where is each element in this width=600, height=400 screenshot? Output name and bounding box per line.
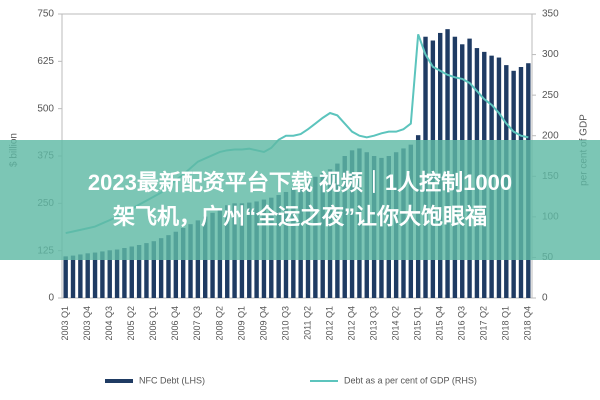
- bar: [136, 244, 142, 298]
- x-tick-label: 2006 Q1: [148, 306, 158, 341]
- x-tick-label: 2016 Q3: [457, 306, 467, 341]
- y-tick-label: 750: [37, 9, 54, 20]
- x-tick-label: 2009 Q4: [258, 306, 268, 341]
- x-tick-label: 2017 Q2: [479, 306, 489, 341]
- bar: [63, 256, 68, 298]
- x-tick-label: 2009 Q1: [236, 306, 246, 341]
- x-tick-label: 2015 Q1: [413, 306, 423, 341]
- bar: [107, 250, 112, 298]
- x-tick-label: 2010 Q3: [280, 306, 290, 341]
- bar: [144, 243, 149, 298]
- legend-label: Debt as a per cent of GDP (RHS): [344, 375, 477, 385]
- x-tick-label: 2014 Q2: [391, 306, 401, 341]
- y2-tick-label: 0: [542, 293, 548, 304]
- x-tick-label: 2018 Q4: [523, 306, 533, 341]
- x-tick-label: 2012 Q1: [324, 306, 334, 341]
- x-tick-label: 2018 Q1: [501, 306, 511, 341]
- overlay-line: 2023最新配资平台下载 视频｜1人控制1000: [87, 170, 513, 195]
- bar: [188, 224, 193, 298]
- x-tick-label: 2011 Q2: [302, 306, 312, 340]
- x-tick-label: 2005 Q2: [126, 306, 136, 341]
- y2-tick-label: 200: [542, 130, 559, 141]
- x-tick-label: 2013 Q3: [368, 306, 378, 341]
- x-tick-label: 2006 Q4: [170, 306, 180, 341]
- x-tick-label: 2004 Q3: [104, 306, 114, 341]
- bar: [166, 235, 171, 298]
- bar: [114, 249, 120, 298]
- x-tick-label: 2007 Q3: [192, 306, 202, 341]
- bar: [85, 253, 90, 298]
- bar: [100, 251, 105, 298]
- y2-tick-label: 350: [542, 9, 559, 20]
- bar: [151, 241, 156, 298]
- bar: [78, 254, 83, 298]
- y2-tick-label: 250: [542, 90, 559, 101]
- y-tick-label: 0: [48, 293, 54, 304]
- bar: [173, 231, 179, 298]
- overlay-line: 架飞机，广州“全运之夜”让你大饱眼福: [112, 204, 487, 229]
- x-tick-label: 2003 Q1: [60, 306, 70, 341]
- bar: [92, 252, 98, 298]
- x-tick-label: 2015 Q4: [435, 306, 445, 341]
- overlay-banner: 2023最新配资平台下载 视频｜1人控制1000 架飞机，广州“全运之夜”让你大…: [0, 140, 600, 260]
- bar: [70, 255, 76, 298]
- bar: [122, 248, 127, 298]
- bar: [158, 238, 164, 298]
- legend-swatch: [105, 379, 133, 383]
- bar: [180, 227, 186, 298]
- x-tick-label: 2012 Q4: [346, 306, 356, 341]
- y-tick-label: 625: [37, 56, 54, 67]
- legend-label: NFC Debt (LHS): [139, 375, 205, 385]
- bar: [129, 246, 134, 298]
- x-tick-label: 2008 Q2: [214, 306, 224, 341]
- x-tick-label: 2003 Q4: [82, 306, 92, 341]
- y2-tick-label: 300: [542, 49, 559, 60]
- y-tick-label: 500: [37, 103, 54, 114]
